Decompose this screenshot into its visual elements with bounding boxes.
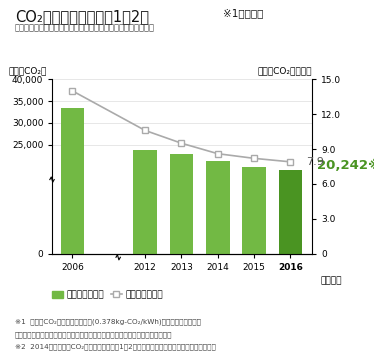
Text: 7.9: 7.9 [306, 157, 324, 167]
Text: ※2  2014年度以降のCO₂排出量（スコープ1、2）について、第三者検証を受けています。: ※2 2014年度以降のCO₂排出量（スコープ1、2）について、第三者検証を受け… [15, 344, 216, 350]
Bar [242, 167, 266, 254]
Bar [169, 154, 193, 254]
Text: （トンCO₂／億円）: （トンCO₂／億円） [258, 67, 312, 76]
Bar [206, 161, 230, 254]
Text: 20,242※²: 20,242※² [317, 159, 374, 172]
Text: （トンCO₂）: （トンCO₂） [8, 67, 46, 76]
Text: CO₂排出量（スコープ1、2）: CO₂排出量（スコープ1、2） [15, 9, 149, 24]
Text: （アズビル株式会社、国内連結子会社及び海外主要生産拠点）: （アズビル株式会社、国内連結子会社及び海外主要生産拠点） [15, 23, 155, 32]
Text: なお、テナントオフィスでの空調エネルギーなど一部で推計値を含みます。: なお、テナントオフィスでの空調エネルギーなど一部で推計値を含みます。 [15, 331, 172, 338]
Text: （年度）: （年度） [320, 276, 341, 285]
Bar [279, 170, 302, 254]
Text: ※1／原単位: ※1／原単位 [223, 8, 263, 18]
Legend: 排出量（左軸）, 原単位（右軸）: 排出量（左軸）, 原単位（右軸） [52, 291, 163, 300]
Bar [133, 150, 157, 254]
Text: ※1  電力のCO₂排出係数は一定値(0.378kg-CO₂/kWh)を採用しています。: ※1 電力のCO₂排出係数は一定値(0.378kg-CO₂/kWh)を採用してい… [15, 319, 201, 325]
Bar [61, 108, 84, 254]
